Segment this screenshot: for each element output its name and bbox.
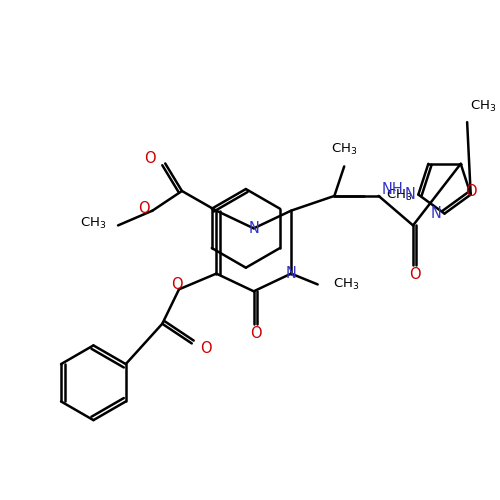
- Text: O: O: [200, 341, 211, 356]
- Text: N: N: [286, 266, 296, 281]
- Text: O: O: [138, 201, 149, 216]
- Text: CH$_3$: CH$_3$: [386, 188, 412, 204]
- Text: CH$_3$: CH$_3$: [331, 142, 357, 156]
- Text: CH$_3$: CH$_3$: [470, 99, 496, 114]
- Text: O: O: [144, 151, 156, 166]
- Text: NH: NH: [382, 182, 404, 196]
- Text: N: N: [248, 221, 259, 236]
- Text: O: O: [171, 277, 183, 292]
- Text: O: O: [250, 326, 262, 341]
- Text: N: N: [430, 206, 442, 221]
- Text: CH$_3$: CH$_3$: [334, 277, 360, 292]
- Text: N: N: [404, 187, 415, 202]
- Text: O: O: [409, 267, 421, 282]
- Text: CH$_3$: CH$_3$: [80, 216, 106, 231]
- Text: O: O: [465, 184, 476, 199]
